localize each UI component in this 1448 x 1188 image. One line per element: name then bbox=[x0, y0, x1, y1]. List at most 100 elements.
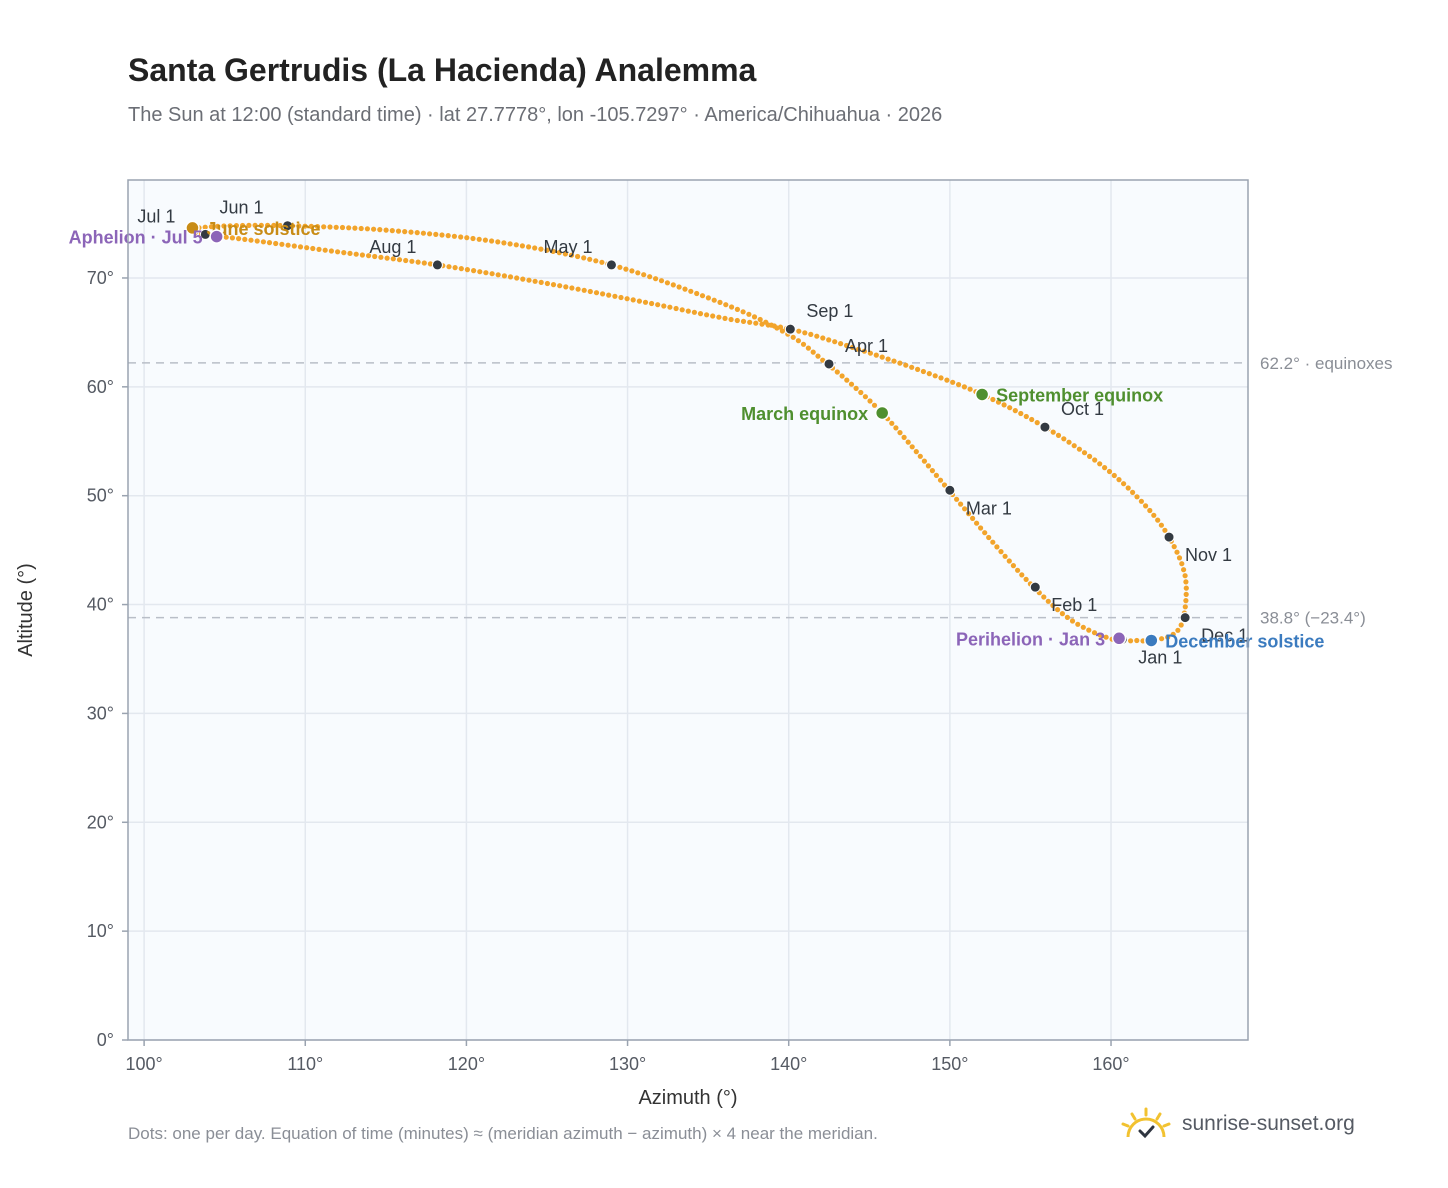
daily-dot bbox=[932, 373, 938, 379]
daily-dot bbox=[820, 335, 826, 341]
daily-dot bbox=[445, 233, 451, 239]
event-label: June solstice bbox=[206, 219, 320, 239]
daily-dot bbox=[482, 237, 488, 243]
daily-dot bbox=[1182, 573, 1188, 579]
daily-dot bbox=[820, 357, 826, 363]
daily-dot bbox=[364, 226, 370, 232]
daily-dot bbox=[544, 247, 550, 253]
daily-dot bbox=[322, 247, 328, 253]
daily-dot bbox=[734, 306, 741, 312]
daily-dot bbox=[1143, 503, 1149, 509]
daily-dot bbox=[1134, 637, 1140, 644]
daily-dot bbox=[248, 237, 254, 243]
daily-dot bbox=[1071, 443, 1077, 449]
daily-dot bbox=[202, 224, 208, 230]
reference-line-label: 38.8° (−23.4°) bbox=[1260, 609, 1366, 628]
daily-dot bbox=[538, 279, 544, 285]
daily-dot bbox=[1069, 618, 1076, 624]
daily-dot bbox=[901, 434, 907, 440]
month-marker-dot bbox=[944, 484, 956, 496]
daily-dot bbox=[765, 322, 771, 328]
daily-dot bbox=[1103, 634, 1109, 640]
daily-dot bbox=[1010, 563, 1017, 569]
daily-dot bbox=[260, 239, 266, 245]
daily-dot bbox=[291, 243, 297, 249]
daily-dot bbox=[676, 284, 682, 290]
daily-dot bbox=[858, 389, 864, 396]
daily-dot bbox=[557, 283, 563, 289]
daily-dot bbox=[1041, 594, 1047, 600]
daily-dot bbox=[1012, 408, 1018, 414]
daily-dot bbox=[1134, 494, 1140, 500]
daily-dot bbox=[1179, 561, 1185, 567]
daily-dot bbox=[757, 316, 763, 323]
daily-dot bbox=[871, 402, 878, 408]
daily-dot bbox=[458, 234, 464, 240]
daily-dot bbox=[629, 268, 635, 274]
daily-dot bbox=[519, 243, 526, 249]
daily-dot bbox=[421, 260, 427, 266]
daily-dot bbox=[489, 238, 495, 244]
daily-dot bbox=[532, 278, 538, 284]
x-tick-label: 120° bbox=[448, 1054, 485, 1074]
daily-dot bbox=[246, 222, 252, 228]
daily-dot bbox=[802, 330, 808, 336]
daily-dot bbox=[982, 530, 988, 536]
daily-dot bbox=[849, 344, 856, 350]
daily-dot bbox=[704, 312, 710, 318]
daily-dot bbox=[236, 236, 242, 242]
daily-dot bbox=[661, 303, 667, 309]
event-label: Aphelion · Jul 5 bbox=[69, 228, 203, 248]
daily-dot bbox=[439, 232, 445, 238]
daily-dot bbox=[624, 296, 630, 302]
y-tick-label: 20° bbox=[87, 812, 114, 832]
daily-dot bbox=[635, 270, 641, 276]
daily-dot bbox=[1170, 631, 1176, 638]
event-label: September equinox bbox=[996, 385, 1163, 405]
daily-dot bbox=[1178, 622, 1184, 628]
daily-dot bbox=[897, 360, 903, 366]
plot-area bbox=[128, 180, 1248, 1040]
daily-dot bbox=[568, 252, 575, 258]
daily-dot bbox=[925, 463, 932, 469]
daily-dot bbox=[679, 307, 685, 313]
daily-dot bbox=[346, 225, 352, 231]
daily-dot bbox=[970, 515, 976, 522]
daily-dot bbox=[933, 472, 940, 478]
daily-dot bbox=[1138, 498, 1144, 504]
y-tick-label: 70° bbox=[87, 268, 114, 288]
daily-dot bbox=[903, 362, 909, 368]
daily-dot bbox=[495, 239, 501, 245]
event-label: Perihelion · Jan 3 bbox=[956, 629, 1105, 649]
daily-dot bbox=[526, 244, 532, 250]
daily-dot bbox=[956, 382, 962, 388]
daily-dot bbox=[273, 240, 279, 247]
daily-dot bbox=[612, 293, 618, 299]
daily-dot bbox=[242, 236, 248, 242]
daily-dot bbox=[1034, 420, 1040, 426]
daily-dot bbox=[477, 269, 483, 275]
month-marker-dot bbox=[1029, 581, 1041, 593]
daily-dot bbox=[1176, 555, 1183, 561]
daily-dot bbox=[544, 280, 551, 287]
month-marker-dot bbox=[605, 259, 617, 271]
daily-dot bbox=[366, 253, 372, 259]
daily-dot bbox=[995, 399, 1002, 405]
chart-subtitle: The Sun at 12:00 (standard time) · lat 2… bbox=[128, 104, 943, 126]
reference-line-label: 62.2° · equinoxes bbox=[1260, 354, 1393, 373]
daily-dot bbox=[1064, 614, 1070, 621]
daily-dot bbox=[966, 510, 972, 517]
daily-dot bbox=[1015, 567, 1021, 573]
grid-lines bbox=[128, 180, 1248, 1041]
daily-dot bbox=[1116, 477, 1122, 483]
daily-dot bbox=[593, 258, 599, 264]
daily-dot bbox=[314, 224, 321, 230]
daily-dot bbox=[867, 350, 874, 356]
daily-dot bbox=[227, 223, 233, 229]
daily-dot bbox=[630, 297, 636, 303]
daily-dot bbox=[705, 295, 712, 301]
brand[interactable]: sunrise-sunset.org bbox=[1120, 1104, 1355, 1144]
daily-dot bbox=[1006, 558, 1012, 564]
daily-dot bbox=[691, 309, 698, 315]
event-marker-dot bbox=[185, 220, 200, 236]
